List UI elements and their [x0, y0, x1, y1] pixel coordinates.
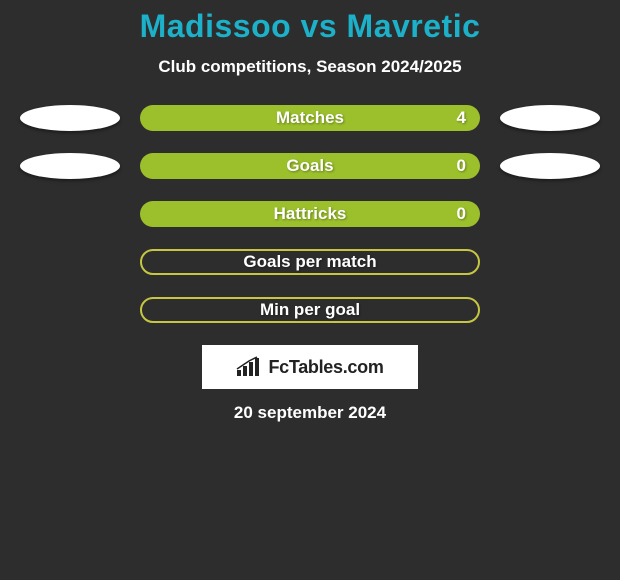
- stat-label: Min per goal: [260, 300, 360, 320]
- stat-value: 4: [457, 108, 466, 128]
- page-title: Madissoo vs Mavretic: [0, 8, 620, 45]
- stat-value: 0: [457, 204, 466, 224]
- stat-label: Matches: [276, 108, 344, 128]
- footer-date: 20 september 2024: [0, 403, 620, 423]
- stat-bar: Goals 0: [140, 153, 480, 179]
- comparison-infographic: Madissoo vs Mavretic Club competitions, …: [0, 0, 620, 423]
- logo-text: FcTables.com: [268, 357, 383, 378]
- stat-label: Goals: [286, 156, 333, 176]
- stat-bar: Min per goal: [140, 297, 480, 323]
- club-logo-placeholder: [20, 105, 120, 131]
- stat-row: Goals 0: [0, 153, 620, 179]
- fctables-logo: FcTables.com: [202, 345, 418, 389]
- stat-row: Goals per match: [0, 249, 620, 275]
- club-logo-placeholder: [20, 153, 120, 179]
- stat-row: Min per goal: [0, 297, 620, 323]
- subtitle: Club competitions, Season 2024/2025: [0, 57, 620, 77]
- stat-rows: Matches 4 Goals 0 Hattricks 0 Goals per match M…: [0, 105, 620, 323]
- stat-row: Hattricks 0: [0, 201, 620, 227]
- right-club-slot: [500, 105, 600, 131]
- stat-value: 0: [457, 156, 466, 176]
- stat-label: Hattricks: [274, 204, 347, 224]
- club-logo-placeholder: [500, 105, 600, 131]
- bar-chart-icon: [236, 356, 262, 378]
- stat-label: Goals per match: [243, 252, 376, 272]
- left-club-slot: [20, 153, 120, 179]
- stat-bar: Hattricks 0: [140, 201, 480, 227]
- stat-row: Matches 4: [0, 105, 620, 131]
- stat-bar: Matches 4: [140, 105, 480, 131]
- stat-bar: Goals per match: [140, 249, 480, 275]
- right-club-slot: [500, 153, 600, 179]
- club-logo-placeholder: [500, 153, 600, 179]
- left-club-slot: [20, 105, 120, 131]
